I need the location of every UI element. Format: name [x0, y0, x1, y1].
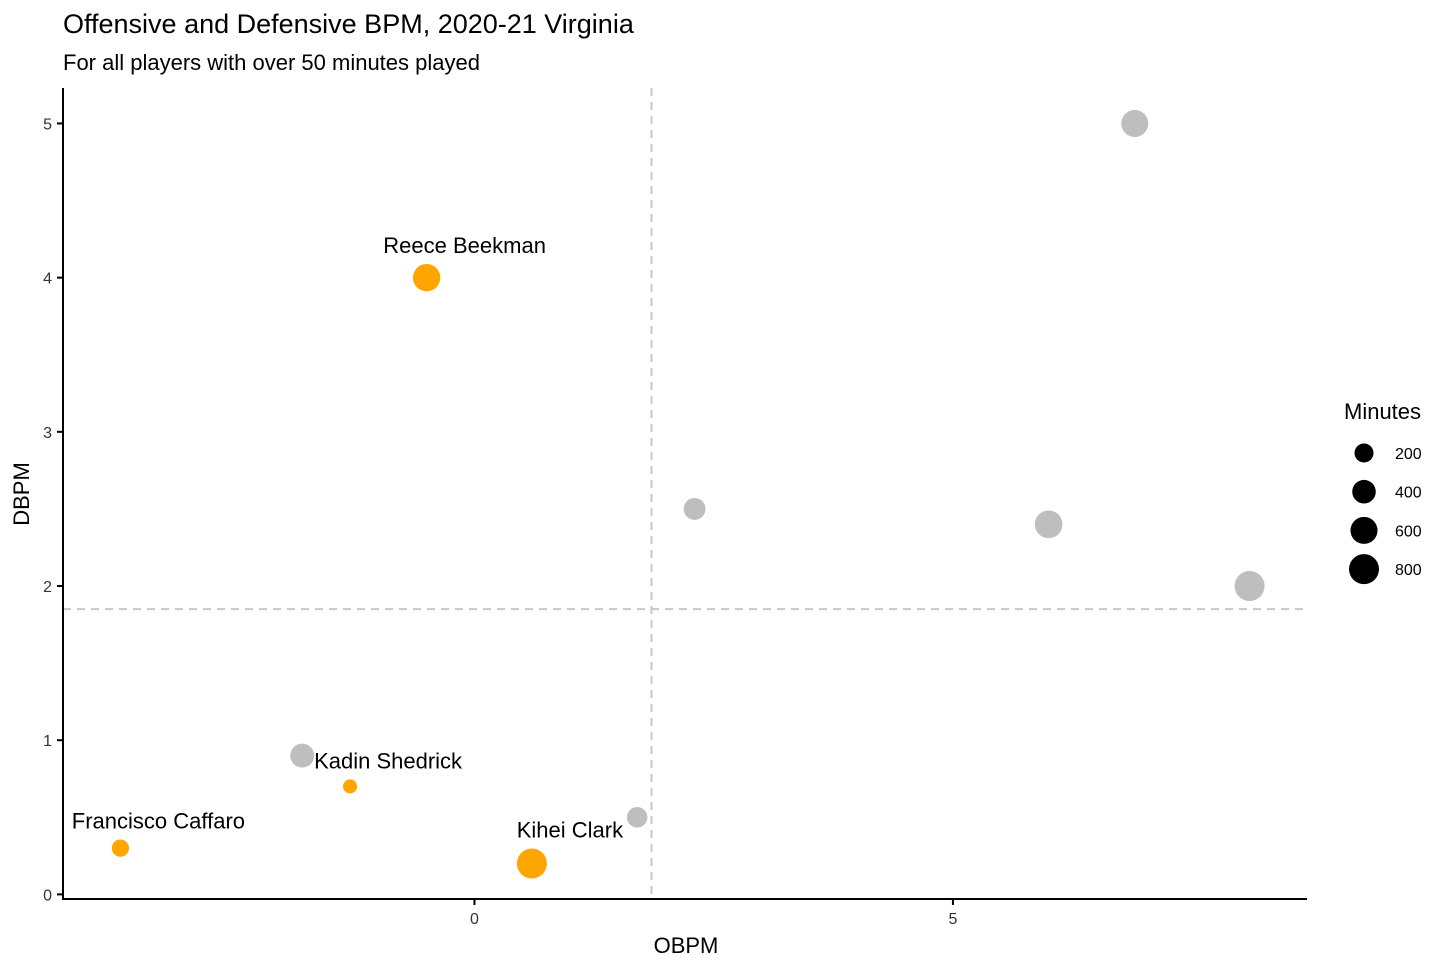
- chart-subtitle: For all players with over 50 minutes pla…: [63, 50, 480, 75]
- player-label: Reece Beekman: [383, 233, 546, 258]
- legend-size-label: 800: [1395, 562, 1422, 579]
- y-tick-label: 5: [43, 116, 52, 133]
- x-axis-title: OBPM: [654, 933, 719, 958]
- y-tick-label: 0: [43, 887, 52, 904]
- x-tick-label: 0: [470, 911, 479, 928]
- highlighted-player-point: [111, 839, 130, 857]
- point-labels: Reece Beekman Kadin Shedrick Francisco Caf…: [72, 233, 624, 843]
- player-label: Kihei Clark: [517, 818, 624, 843]
- player-point: [1034, 510, 1063, 539]
- legend-size-label: 200: [1395, 446, 1422, 463]
- player-point: [626, 807, 648, 828]
- y-axis-title: DBPM: [9, 462, 34, 526]
- y-tick-label: 2: [43, 579, 52, 596]
- player-point: [1234, 571, 1265, 602]
- legend-size-label: 600: [1395, 523, 1422, 540]
- legend-size-key: [1352, 479, 1376, 504]
- minutes-size-legend: Minutes 200 400 600 800: [1344, 399, 1422, 585]
- highlighted-player-point: [516, 848, 547, 879]
- data-points: [111, 109, 1265, 879]
- y-tick-label: 1: [43, 733, 52, 750]
- reference-lines: [63, 88, 1309, 899]
- y-tick-label: 3: [43, 425, 52, 442]
- legend-title: Minutes: [1344, 399, 1421, 424]
- legend-size-key: [1354, 443, 1374, 463]
- y-tick-label: 4: [43, 271, 52, 288]
- highlighted-player-point: [412, 263, 441, 292]
- player-point: [683, 497, 706, 520]
- player-label: Francisco Caffaro: [72, 809, 245, 834]
- x-tick-label: 5: [948, 911, 957, 928]
- highlighted-player-point: [343, 779, 358, 794]
- player-label: Kadin Shedrick: [314, 748, 463, 773]
- player-point: [1121, 109, 1149, 137]
- legend-size-key: [1350, 516, 1378, 544]
- legend-size-key: [1349, 554, 1379, 585]
- player-point: [290, 743, 315, 768]
- chart-title: Offensive and Defensive BPM, 2020-21 Vir…: [63, 9, 635, 39]
- axes: 0 1 2 3 4 5 0 5: [43, 88, 1307, 928]
- legend-size-label: 400: [1395, 485, 1422, 502]
